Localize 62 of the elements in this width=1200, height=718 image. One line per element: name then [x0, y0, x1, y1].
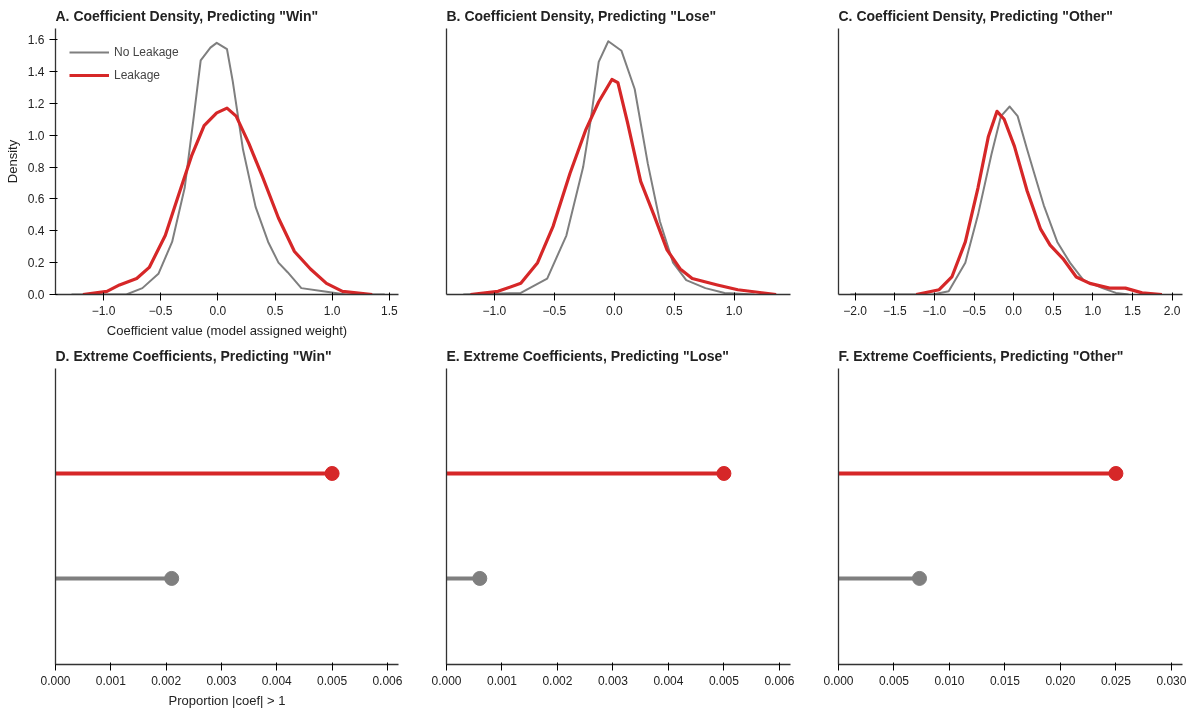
x-tick-label: 0.004	[653, 673, 684, 688]
x-tick-label: 0.005	[708, 673, 740, 688]
legend-label: Leakage	[114, 68, 161, 82]
x-tick-label: 0.5	[665, 303, 683, 318]
x-tick-label: 0.005	[878, 673, 910, 688]
x-tick-label: 0.005	[317, 673, 348, 688]
y-tick-label: 1.6	[27, 33, 45, 48]
x-tick-label: 0.020	[1045, 673, 1076, 688]
y-tick-label: 0.0	[27, 288, 45, 302]
chart-title: D. Extreme Coefficients, Predicting "Win"	[55, 347, 332, 364]
x-tick-label: −1.0	[91, 303, 116, 318]
x-tick-label: 1.0	[323, 303, 341, 318]
y-tick-label: 1.2	[27, 96, 45, 111]
x-axis-title: Proportion |coef| > 1	[168, 692, 286, 708]
x-tick-label: 0.006	[764, 673, 795, 688]
y-tick-label: 0.6	[27, 192, 45, 207]
x-tick-label: 1.0	[1084, 303, 1102, 318]
x-tick-label: 1.0	[725, 303, 743, 318]
x-tick-label: 0.015	[989, 673, 1021, 688]
x-tick-label: 0.000	[823, 673, 854, 688]
y-tick-label: 0.8	[27, 160, 45, 175]
legend-label: No Leakage	[114, 45, 179, 59]
x-axis-title: Coefficient value (model assigned weight)	[106, 322, 348, 338]
x-tick-label: 0.004	[261, 673, 293, 688]
x-tick-label: 0.000	[431, 673, 462, 688]
x-tick-label: 0.025	[1100, 673, 1132, 688]
x-tick-label: 0.030	[1156, 673, 1187, 688]
x-tick-label: 0.003	[597, 673, 629, 688]
x-tick-label: 0.002	[542, 673, 573, 688]
chart-title: B. Coefficient Density, Predicting "Lose"	[446, 7, 717, 24]
x-tick-label: 0.006	[372, 673, 403, 688]
line-series	[81, 106, 374, 295]
x-tick-label: −0.5	[542, 303, 567, 318]
x-tick-label: 0.002	[151, 673, 182, 688]
x-tick-label: 0.010	[934, 673, 965, 688]
x-tick-label: −1.5	[882, 303, 907, 318]
x-tick-label: 0.000	[40, 673, 71, 688]
x-tick-label: 0.0	[209, 303, 227, 318]
x-tick-label: 0.001	[486, 673, 518, 688]
chart-title: F. Extreme Coefficients, Predicting "Other"	[838, 347, 1124, 364]
x-tick-label: −1.0	[922, 303, 947, 318]
chart-title: E. Extreme Coefficients, Predicting "Lose"	[446, 347, 729, 364]
x-tick-label: 0.001	[95, 673, 127, 688]
x-tick-label: 1.5	[381, 303, 399, 318]
x-tick-label: 0.5	[1044, 303, 1062, 318]
y-tick-label: 1.0	[27, 128, 45, 143]
x-tick-label: 1.5	[1124, 303, 1142, 318]
x-tick-label: 0.003	[206, 673, 237, 688]
y-axis-title: Density	[4, 139, 20, 184]
y-tick-label: 0.4	[27, 224, 45, 239]
x-tick-label: −1.0	[482, 303, 507, 318]
y-tick-label: 0.2	[27, 256, 45, 271]
chart-title: C. Coefficient Density, Predicting "Other"	[838, 7, 1113, 24]
x-tick-label: 0.0	[1005, 303, 1023, 318]
chart-title: A. Coefficient Density, Predicting "Win"	[55, 7, 319, 24]
x-tick-label: 0.5	[266, 303, 284, 318]
x-tick-label: −0.5	[962, 303, 987, 318]
y-tick-label: 1.4	[27, 65, 45, 80]
x-tick-label: 0.0	[605, 303, 623, 318]
x-tick-label: −0.5	[148, 303, 173, 318]
x-tick-label: 2.0	[1163, 303, 1181, 318]
x-tick-label: −2.0	[843, 303, 868, 318]
